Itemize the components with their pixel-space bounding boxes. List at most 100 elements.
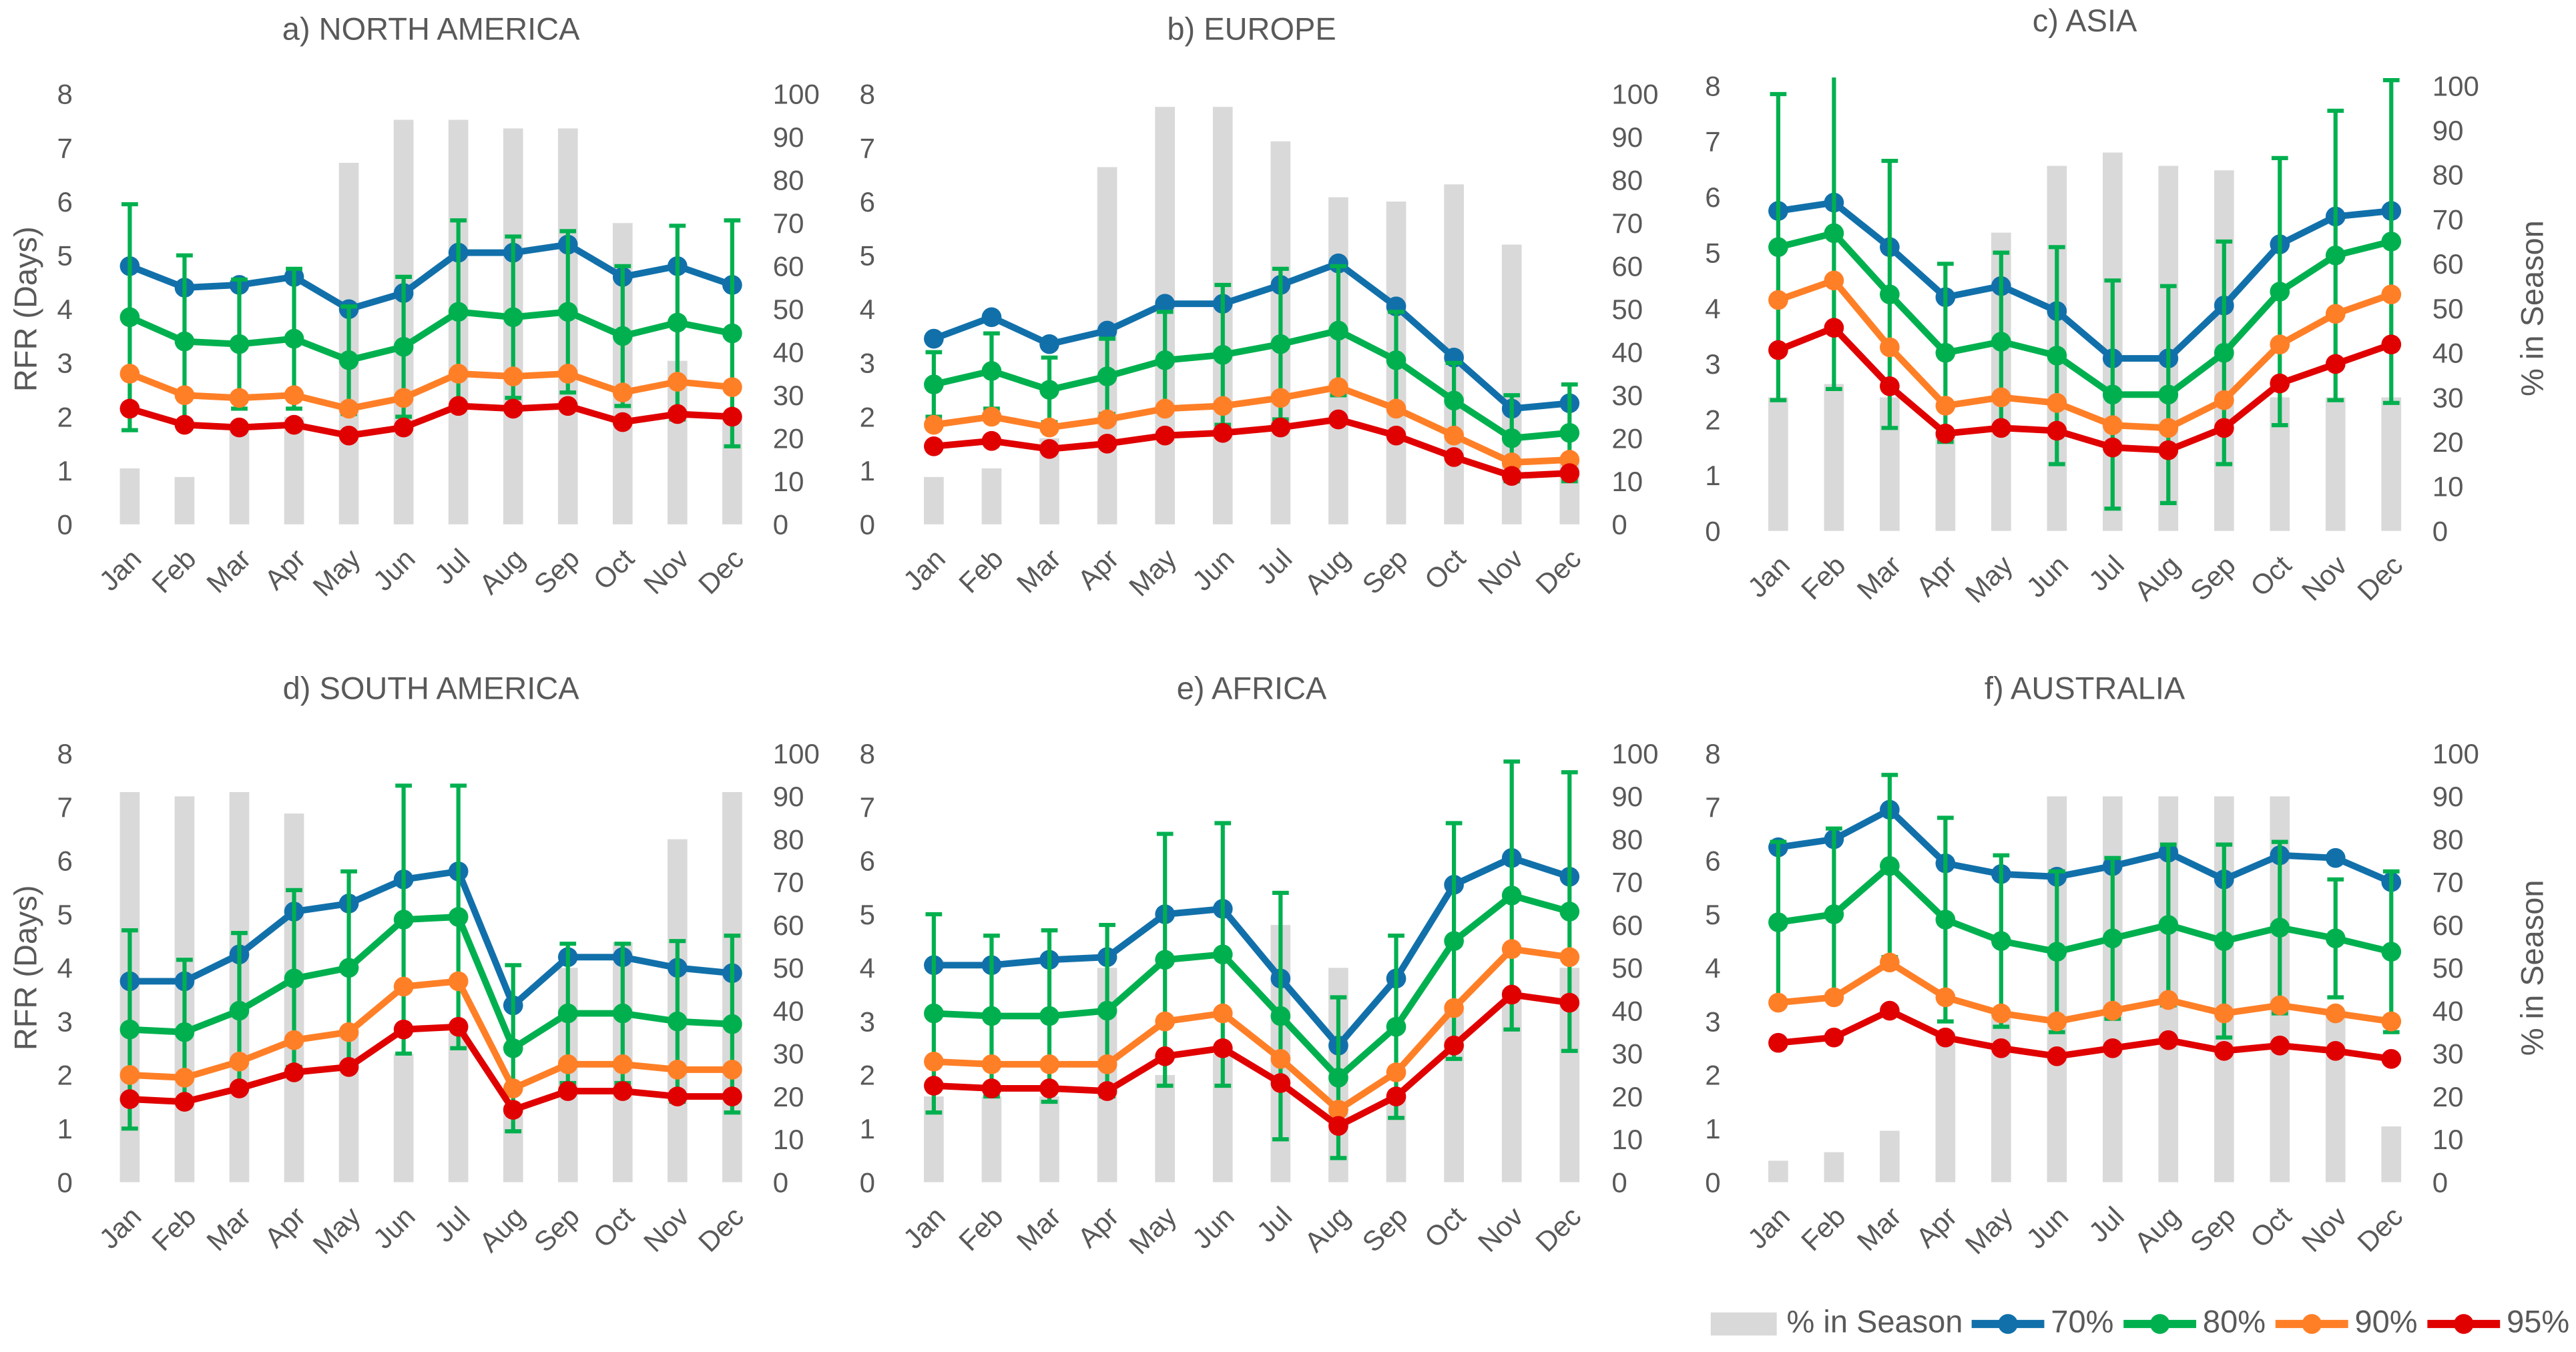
y2-tick-label: 90 [773,781,804,812]
y2-tick-label: 100 [773,738,820,769]
legend-swatch-season [1710,1312,1777,1336]
legend-swatch-marker [2453,1314,2474,1334]
chart-panel-1: a) NORTH AMERICA012345678010203040506070… [7,11,819,602]
series-line-90pct [1777,276,2392,432]
y2-tick-label: 50 [2432,952,2464,984]
data-point-95pct [2214,418,2234,438]
data-point-95pct [1270,417,1291,438]
data-point-95pct [1501,466,1522,486]
y-tick-label: 0 [57,509,72,541]
data-point-90pct [1768,290,1788,310]
data-point-95pct [338,425,359,446]
data-point-90pct [393,388,414,408]
y2-tick-label: 70 [1611,208,1643,239]
y2-tick-label: 100 [773,79,820,110]
season-bar [1768,397,1788,531]
data-point-80pct [393,336,414,357]
x-tick-label: Nov [637,543,695,600]
y2-tick-label: 10 [2432,471,2464,502]
data-point-95pct [1501,984,1522,1005]
y2-axis-label: % in Season [2514,880,2549,1056]
data-point-80pct [174,1022,195,1042]
data-point-95pct [1935,423,1956,444]
data-point-90pct [174,1068,195,1088]
y2-tick-label: 40 [1611,337,1643,368]
series-line-70pct [1778,199,2392,362]
y2-tick-label: 70 [773,867,804,898]
data-point-95pct [1880,1000,1900,1021]
x-tick-label: Aug [2128,549,2185,607]
data-point-80pct [557,302,578,322]
data-point-95pct [284,1062,304,1082]
data-point-95pct [1559,992,1580,1013]
y-tick-label: 8 [57,738,72,769]
data-point-80pct [557,1003,578,1024]
x-tick-label: Dec [1529,1201,1587,1258]
data-point-90pct [1880,952,1900,973]
season-bar [2381,397,2402,531]
season-bar [1824,384,1844,531]
y2-tick-label: 90 [773,121,804,153]
y2-tick-label: 0 [2432,515,2448,547]
x-tick-label: Feb [953,1201,1009,1257]
x-tick-label: Jun [2020,549,2074,603]
season-bar [924,476,944,525]
x-tick-label: Feb [146,1201,202,1257]
x-tick-label: May [306,1201,366,1260]
y-tick-label: 0 [1705,1166,1720,1198]
season-bar [229,429,250,525]
data-point-80pct [1039,1006,1059,1026]
data-point-95pct [924,1076,944,1096]
legend-swatch-marker [2149,1314,2170,1334]
y2-tick-label: 10 [1611,466,1643,497]
season-bar [448,1032,469,1182]
series-line-90pct [933,384,1570,466]
y2-tick-label: 20 [2432,1081,2464,1112]
legend: % in Season 70% 80% 90% 95% [1710,1303,2569,1339]
data-point-90pct [2381,284,2402,305]
x-tick-label: Oct [587,1201,640,1254]
data-point-70pct [981,307,1002,328]
y2-tick-label: 10 [773,1124,804,1155]
x-tick-label: Mar [1851,1201,1907,1257]
season-bar [2325,397,2346,531]
data-point-80pct [1880,284,1900,305]
data-point-80pct [448,302,469,322]
x-tick-label: Jul [1250,543,1298,590]
data-point-90pct [1501,939,1522,960]
data-point-95pct [1991,1038,2011,1058]
data-point-80pct [2158,915,2179,935]
data-point-90pct [229,388,250,408]
data-point-80pct [1212,944,1233,965]
data-point-80pct [1270,334,1291,354]
y-tick-label: 0 [57,1166,72,1198]
x-tick-label: Dec [2351,1201,2408,1258]
y-tick-label: 2 [57,1060,72,1091]
y-tick-label: 8 [57,79,72,110]
y-tick-label: 6 [1705,182,1720,213]
data-point-90pct [1270,388,1291,408]
y-tick-label: 0 [860,509,875,541]
chart-panel-2: b) EUROPE0123456780102030405060708090100… [860,11,1659,602]
y-tick-label: 7 [860,791,875,823]
data-point-80pct [1212,344,1233,365]
data-point-90pct [1386,1062,1406,1082]
season-bar [119,468,140,525]
x-tick-label: Jan [897,1201,951,1255]
x-tick-label: Sep [528,543,585,600]
y-tick-label: 1 [57,455,72,486]
data-point-80pct [1097,1000,1117,1021]
y2-tick-label: 90 [1611,781,1643,812]
y-tick-label: 8 [1705,738,1720,769]
y2-tick-label: 40 [2432,338,2464,369]
data-point-80pct [924,374,944,394]
data-point-90pct [448,971,469,992]
data-point-90pct [1768,992,1788,1013]
season-bar [1768,1160,1788,1182]
y2-tick-label: 60 [773,910,804,941]
x-tick-label: Feb [1795,549,1851,605]
series-line-70pct [1778,805,2393,886]
data-point-90pct [612,382,633,403]
y-tick-label: 6 [860,186,875,218]
